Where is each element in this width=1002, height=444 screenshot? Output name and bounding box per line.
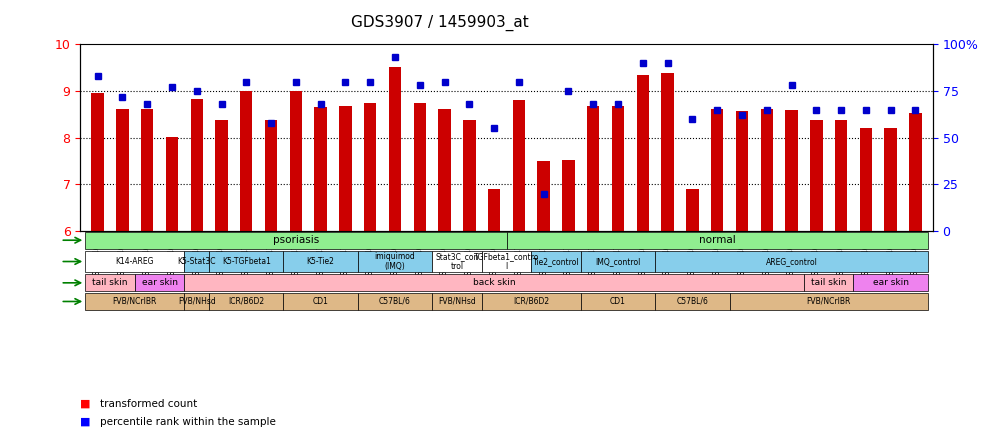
Bar <box>685 189 697 231</box>
FancyBboxPatch shape <box>432 251 481 272</box>
FancyBboxPatch shape <box>580 293 654 310</box>
Text: back skin: back skin <box>472 278 515 287</box>
Text: ■: ■ <box>80 417 90 427</box>
FancyBboxPatch shape <box>208 251 284 272</box>
FancyBboxPatch shape <box>85 274 134 291</box>
Text: Tie2_control: Tie2_control <box>532 257 579 266</box>
Text: FVB/NCrIBR: FVB/NCrIBR <box>112 297 156 306</box>
FancyBboxPatch shape <box>284 251 358 272</box>
Bar <box>339 107 352 231</box>
FancyBboxPatch shape <box>184 293 208 310</box>
Text: CD1: CD1 <box>609 297 625 306</box>
Bar <box>265 120 277 231</box>
Bar <box>487 189 500 231</box>
Bar <box>884 128 896 231</box>
Text: FVB/NHsd: FVB/NHsd <box>177 297 215 306</box>
FancyBboxPatch shape <box>184 251 208 272</box>
Text: percentile rank within the sample: percentile rank within the sample <box>100 417 276 427</box>
Bar <box>389 67 401 231</box>
Bar <box>586 106 599 231</box>
Bar <box>636 75 648 231</box>
Text: K5-Tie2: K5-Tie2 <box>307 257 335 266</box>
Text: K5-TGFbeta1: K5-TGFbeta1 <box>221 257 271 266</box>
Bar <box>141 109 153 231</box>
FancyBboxPatch shape <box>481 251 531 272</box>
Text: TGFbeta1_contro
l: TGFbeta1_contro l <box>473 252 539 271</box>
Bar <box>785 110 797 231</box>
Bar <box>810 120 822 231</box>
Bar <box>364 103 376 231</box>
Bar <box>834 120 847 231</box>
Text: imiquimod
(IMQ): imiquimod (IMQ) <box>374 252 415 271</box>
Bar <box>463 120 475 231</box>
Text: transformed count: transformed count <box>100 399 197 409</box>
FancyBboxPatch shape <box>85 251 184 272</box>
Bar <box>413 103 426 231</box>
FancyBboxPatch shape <box>580 251 654 272</box>
FancyBboxPatch shape <box>804 274 853 291</box>
FancyBboxPatch shape <box>358 293 432 310</box>
FancyBboxPatch shape <box>358 251 432 272</box>
Bar <box>562 160 574 231</box>
Bar <box>660 73 673 231</box>
FancyBboxPatch shape <box>284 293 358 310</box>
Bar <box>760 109 773 231</box>
Bar <box>735 111 747 231</box>
Text: ear skin: ear skin <box>141 278 177 287</box>
Text: IMQ_control: IMQ_control <box>595 257 640 266</box>
Text: GDS3907 / 1459903_at: GDS3907 / 1459903_at <box>351 15 528 31</box>
FancyBboxPatch shape <box>654 293 728 310</box>
FancyBboxPatch shape <box>208 293 284 310</box>
Text: ICR/B6D2: ICR/B6D2 <box>228 297 265 306</box>
Bar <box>315 107 327 231</box>
Bar <box>290 91 302 231</box>
Bar <box>611 106 623 231</box>
FancyBboxPatch shape <box>853 274 927 291</box>
FancyBboxPatch shape <box>184 274 804 291</box>
FancyBboxPatch shape <box>654 251 927 272</box>
FancyBboxPatch shape <box>728 293 927 310</box>
Text: K14-AREG: K14-AREG <box>115 257 154 266</box>
Bar <box>438 109 450 231</box>
FancyBboxPatch shape <box>85 232 506 249</box>
Bar <box>215 120 227 231</box>
Text: ICR/B6D2: ICR/B6D2 <box>513 297 549 306</box>
FancyBboxPatch shape <box>506 232 927 249</box>
FancyBboxPatch shape <box>85 293 184 310</box>
Text: K5-Stat3C: K5-Stat3C <box>177 257 215 266</box>
Text: ■: ■ <box>80 399 90 409</box>
Text: C57BL/6: C57BL/6 <box>379 297 411 306</box>
Bar <box>537 161 549 231</box>
Bar <box>190 99 202 231</box>
Bar <box>165 137 178 231</box>
Text: AREG_control: AREG_control <box>765 257 817 266</box>
Bar <box>909 113 921 231</box>
Text: normal: normal <box>698 235 734 245</box>
Bar <box>116 109 128 231</box>
FancyBboxPatch shape <box>531 251 580 272</box>
Text: ear skin: ear skin <box>872 278 908 287</box>
FancyBboxPatch shape <box>134 274 184 291</box>
Text: CD1: CD1 <box>313 297 329 306</box>
Text: Stat3C_con
trol: Stat3C_con trol <box>435 252 478 271</box>
Bar <box>859 128 871 231</box>
Bar <box>239 91 253 231</box>
Bar <box>512 100 525 231</box>
FancyBboxPatch shape <box>432 293 481 310</box>
Text: FVB/NCrIBR: FVB/NCrIBR <box>806 297 850 306</box>
Text: C57BL/6: C57BL/6 <box>675 297 707 306</box>
Text: tail skin: tail skin <box>92 278 127 287</box>
Bar <box>710 109 722 231</box>
Text: psoriasis: psoriasis <box>273 235 319 245</box>
Text: tail skin: tail skin <box>811 278 846 287</box>
Bar <box>91 93 103 231</box>
Text: FVB/NHsd: FVB/NHsd <box>438 297 475 306</box>
FancyBboxPatch shape <box>481 293 580 310</box>
